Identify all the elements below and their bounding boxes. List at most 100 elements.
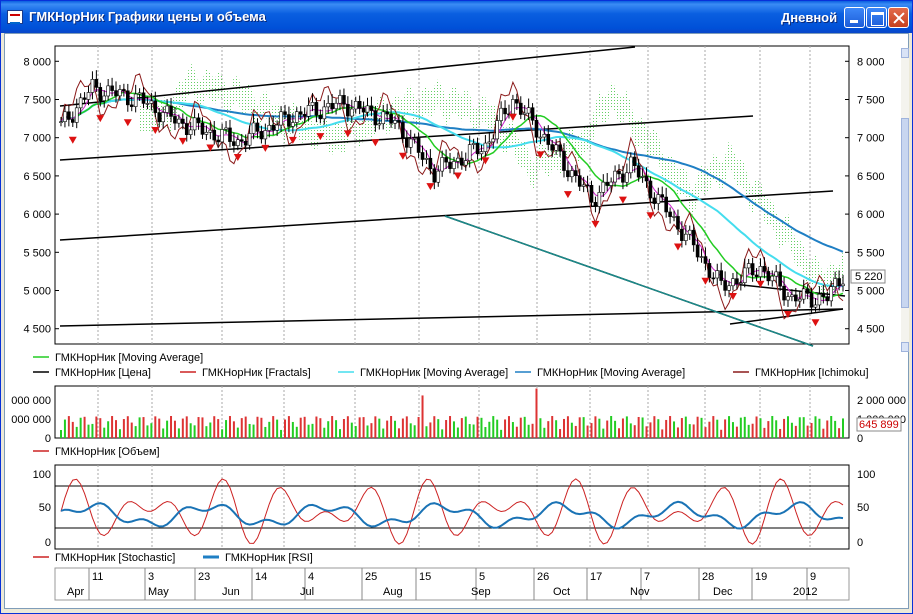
fractal-down-arrow	[426, 183, 435, 191]
volume-bar	[134, 426, 137, 438]
candle-body	[259, 131, 264, 140]
volume-bar	[621, 418, 624, 438]
candle-body	[141, 92, 146, 104]
day-label: 7	[644, 571, 650, 583]
candle-body	[841, 283, 845, 287]
minimize-button[interactable]	[844, 7, 865, 28]
volume-bar	[303, 416, 306, 438]
volume-vertical-grid	[97, 386, 811, 438]
volume-bar	[842, 418, 844, 438]
candle-body	[601, 181, 606, 193]
last-volume-value: 645 899	[859, 419, 899, 431]
price-tick-label: 4 500	[23, 324, 51, 336]
volume-tick-left: 0	[45, 433, 51, 445]
volume-bar	[798, 417, 801, 438]
fractal-down-arrow	[288, 136, 297, 144]
candle-body	[573, 170, 578, 176]
day-label: 9	[810, 571, 816, 583]
candle-body	[479, 151, 484, 155]
volume-bar	[735, 426, 738, 438]
volume-bar	[339, 429, 342, 438]
candle-body	[251, 122, 256, 134]
oscillator-legend: ГМКНорНик [Stochastic] ГМКНорНик [RSI]	[33, 552, 313, 564]
fractal-down-arrow	[316, 133, 325, 141]
volume-bar	[504, 419, 507, 438]
volume-bar	[614, 420, 617, 438]
scroll-up-button[interactable]	[901, 48, 909, 58]
candle-body	[228, 127, 232, 142]
scroll-thumb[interactable]	[901, 118, 909, 308]
candle-body	[742, 267, 747, 284]
price-tick-label: 5 500	[23, 247, 51, 259]
day-label: 3	[148, 571, 154, 583]
volume-bar	[743, 416, 746, 438]
volume-bar	[299, 417, 302, 438]
candle-body	[122, 89, 126, 92]
volume-tick-right: 2 000 000	[857, 395, 906, 407]
candle-body	[471, 143, 476, 145]
price-tick-label: 5 000	[23, 286, 51, 298]
volume-bar	[362, 417, 365, 438]
volume-bar	[311, 423, 314, 438]
price-tick-label-right: 5 000	[857, 286, 885, 298]
candle-body	[275, 124, 279, 131]
candle-body	[699, 256, 704, 258]
volume-bar	[197, 417, 200, 438]
candle-body	[668, 211, 672, 217]
volume-bar	[724, 419, 727, 438]
volume-bar	[570, 422, 573, 438]
candle-body	[416, 137, 421, 153]
cloud-fill	[139, 62, 844, 300]
price-panel[interactable]: 8 000 7 500 7 000 6 500 6 000 5 500 5 000 4 500…	[23, 45, 886, 347]
scroll-down-button[interactable]	[901, 342, 909, 352]
volume-bar	[688, 424, 691, 438]
candle-body	[526, 107, 531, 114]
month-label: Dec	[713, 586, 733, 598]
volume-bar	[346, 416, 349, 438]
candle-body	[192, 117, 197, 131]
volume-bar	[739, 417, 742, 438]
volume-bar	[248, 423, 251, 438]
vertical-scrollbar[interactable]	[901, 48, 909, 352]
volume-bar	[641, 417, 644, 438]
time-axis[interactable]: 11 3 23 14 4 25 15 5 26 17 7 28 19 9 Apr May Jun Jul Aug Se…	[54, 567, 850, 601]
fractal-down-arrow	[591, 220, 600, 228]
fractal-down-arrow	[728, 293, 737, 301]
close-button[interactable]	[888, 7, 909, 28]
volume-bar	[386, 420, 389, 438]
candle-body	[420, 152, 425, 160]
chart-area[interactable]: 8 000 7 500 7 000 6 500 6 000 5 500 5 000 4 500…	[4, 33, 909, 609]
candle-body	[597, 192, 602, 207]
volume-bar	[818, 418, 821, 438]
oscillator-axis: 100 100 50 50 0 0	[33, 469, 876, 549]
candle-body	[208, 129, 213, 133]
timeframe-label: Дневной	[781, 10, 838, 25]
osc-tick-left: 50	[39, 502, 51, 514]
volume-bar	[170, 416, 173, 438]
fractal-down-arrow	[508, 113, 517, 121]
volume-bar	[555, 420, 558, 438]
volume-bar	[225, 420, 228, 438]
volume-bar	[566, 416, 569, 438]
candle-body	[322, 106, 327, 120]
legend-label: ГМКНорНик [Объем]	[55, 446, 160, 458]
candle-body	[491, 138, 496, 143]
volume-bar	[111, 416, 114, 438]
legend-label: ГМКНорНик [Ichimoku]	[755, 367, 869, 379]
volume-bar	[547, 421, 550, 438]
candle-body	[487, 141, 492, 144]
oscillator-panel[interactable]: 100 100 50 50 0 0	[33, 464, 876, 550]
title-bar[interactable]: ГМКНорНик Графики цены и объема Дневной	[1, 1, 912, 33]
volume-bar	[696, 416, 699, 438]
candle-body	[263, 130, 268, 140]
last-price-value: 5 220	[855, 271, 883, 283]
volume-bar	[409, 423, 412, 438]
maximize-button[interactable]	[866, 7, 887, 28]
legend-label: ГМКНорНик [Moving Average]	[55, 352, 203, 364]
fractal-down-arrow	[151, 126, 160, 134]
candle-body	[739, 282, 743, 285]
candle-body	[746, 263, 751, 269]
volume-bar	[822, 428, 825, 438]
